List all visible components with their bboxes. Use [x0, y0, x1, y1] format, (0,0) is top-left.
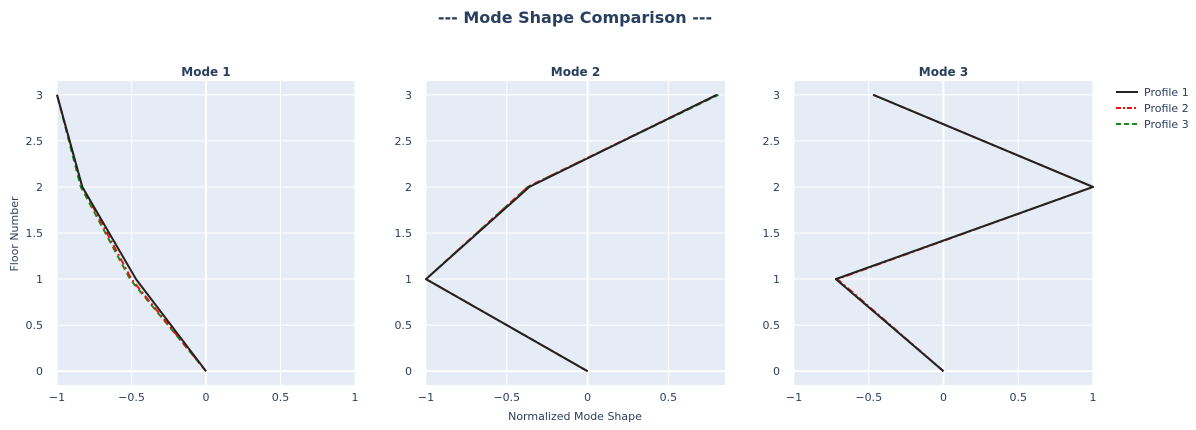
x-tick-label: −1: [786, 391, 802, 404]
y-tick-label: 0.5: [395, 319, 413, 332]
x-tick-label: 0.5: [272, 391, 290, 404]
y-tick-label: 0.5: [763, 319, 781, 332]
y-tick-label: 2.5: [395, 135, 413, 148]
y-tick-label: 3: [405, 89, 412, 102]
y-tick-label: 2.5: [763, 135, 781, 148]
y-tick-label: 0.5: [26, 319, 44, 332]
subplot-1: −1 −0.5 0 0.5 1 0 0.5 1 1.5 2 2.5 3 Mode 1: [26, 65, 359, 404]
x-tick-label: −0.5: [493, 391, 520, 404]
legend[interactable]: Profile 1 Profile 2 Profile 3: [1116, 86, 1189, 131]
y-tick-label: 3: [773, 89, 780, 102]
y-axis-label: Floor Number: [8, 196, 21, 272]
y-tick-label: 2: [405, 181, 412, 194]
legend-label: Profile 1: [1144, 86, 1189, 99]
y-tick-label: 2: [773, 181, 780, 194]
subplot-3: −1 −0.5 0 0.5 1 0 0.5 1 1.5 2 2.5 3 Mode 3: [763, 65, 1097, 404]
x-tick-label: −0.5: [855, 391, 882, 404]
y-tick-label: 1.5: [395, 227, 413, 240]
x-tick-label: −1: [418, 391, 434, 404]
y-tick-label: 2.5: [26, 135, 44, 148]
y-tick-label: 1.5: [763, 227, 781, 240]
y-tick-label: 1: [36, 273, 43, 286]
y-tick-label: 0: [405, 365, 412, 378]
y-tick-label: 3: [36, 89, 43, 102]
legend-item-profile-2[interactable]: Profile 2: [1116, 102, 1189, 115]
legend-label: Profile 3: [1144, 118, 1189, 131]
series-line-profile-1: [425, 93, 718, 373]
x-tick-label: 0.5: [660, 391, 678, 404]
subplot-title: Mode 3: [919, 65, 968, 79]
y-tick-label: 2: [36, 181, 43, 194]
series-line-profile-1: [56, 94, 207, 372]
legend-item-profile-3[interactable]: Profile 3: [1116, 118, 1189, 131]
subplot-2: −1 −0.5 0 0.5 0 0.5 1 1.5 2 2.5 3 Mode 2: [395, 65, 725, 404]
y-tick-label: 0: [36, 365, 43, 378]
x-tick-label: 0.5: [1010, 391, 1028, 404]
x-tick-label: 1: [352, 391, 359, 404]
x-tick-label: 0: [940, 391, 947, 404]
subplot-title: Mode 1: [181, 65, 230, 79]
y-tick-label: 0: [773, 365, 780, 378]
x-tick-label: −1: [49, 391, 65, 404]
series-line-profile-1: [834, 93, 1094, 372]
chart-title: --- Mode Shape Comparison ---: [438, 8, 712, 27]
x-tick-label: −0.5: [118, 391, 145, 404]
x-tick-label: 0: [584, 391, 591, 404]
y-tick-label: 1.5: [26, 227, 44, 240]
subplot-group: −1 −0.5 0 0.5 1 0 0.5 1 1.5 2 2.5 3 Mode 1 −1 −0.5 0 0.5…: [26, 65, 1097, 404]
x-tick-label: 1: [1090, 391, 1097, 404]
legend-label: Profile 2: [1144, 102, 1189, 115]
y-tick-label: 1: [405, 273, 412, 286]
subplot-title: Mode 2: [551, 65, 600, 79]
x-tick-label: 0: [203, 391, 210, 404]
y-tick-label: 1: [773, 273, 780, 286]
legend-item-profile-1[interactable]: Profile 1: [1116, 86, 1189, 99]
x-axis-label: Normalized Mode Shape: [508, 410, 642, 423]
